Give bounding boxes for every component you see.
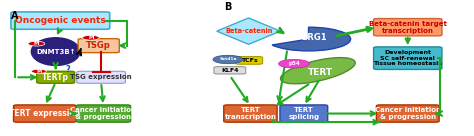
Text: TSG expression: TSG expression <box>70 74 132 80</box>
FancyBboxPatch shape <box>14 105 76 122</box>
Text: Beta-catenin target
transcription: Beta-catenin target transcription <box>369 21 447 34</box>
Circle shape <box>28 41 45 46</box>
Ellipse shape <box>31 38 80 65</box>
FancyBboxPatch shape <box>11 12 110 29</box>
Text: Cancer initiation
& progression: Cancer initiation & progression <box>375 107 441 120</box>
FancyBboxPatch shape <box>78 39 119 53</box>
Text: BRG1: BRG1 <box>301 33 327 42</box>
Text: M: M <box>88 35 93 40</box>
FancyBboxPatch shape <box>36 71 74 83</box>
Circle shape <box>31 69 46 73</box>
Text: Development
SC self-renewal
Tissue homeostasis: Development SC self-renewal Tissue homeo… <box>373 50 442 67</box>
Text: TERT
transcription: TERT transcription <box>225 107 276 120</box>
FancyBboxPatch shape <box>77 71 126 83</box>
Text: Oncogenic events: Oncogenic events <box>15 16 106 25</box>
Text: B: B <box>224 2 232 12</box>
FancyBboxPatch shape <box>280 105 328 122</box>
FancyBboxPatch shape <box>374 47 442 69</box>
FancyBboxPatch shape <box>76 105 130 122</box>
Text: p54: p54 <box>288 61 300 66</box>
Circle shape <box>213 55 243 64</box>
Text: KLF4: KLF4 <box>221 68 238 73</box>
Text: Setd1a: Setd1a <box>219 58 237 61</box>
FancyBboxPatch shape <box>376 105 439 122</box>
FancyBboxPatch shape <box>224 105 277 122</box>
Circle shape <box>82 35 99 40</box>
Text: TERTp: TERTp <box>42 73 69 82</box>
Wedge shape <box>272 27 351 51</box>
Circle shape <box>279 59 310 68</box>
Text: M: M <box>34 41 39 46</box>
Text: TERT: TERT <box>308 67 333 77</box>
Ellipse shape <box>281 58 355 84</box>
Text: Beta-catenin: Beta-catenin <box>225 28 272 34</box>
Text: DNMT3B↑: DNMT3B↑ <box>36 49 75 55</box>
Text: M: M <box>36 69 41 74</box>
Text: TCFs: TCFs <box>241 58 257 63</box>
Text: Cancer initiation
& progression: Cancer initiation & progression <box>71 107 137 120</box>
FancyBboxPatch shape <box>214 67 246 74</box>
Polygon shape <box>217 18 281 44</box>
FancyBboxPatch shape <box>236 57 263 64</box>
Text: TERT expression: TERT expression <box>9 109 81 118</box>
FancyBboxPatch shape <box>374 18 442 36</box>
Text: TERT
splicing: TERT splicing <box>288 107 319 120</box>
Text: TSGp: TSGp <box>86 41 111 50</box>
Text: ?: ? <box>65 65 70 74</box>
Text: A: A <box>11 11 18 21</box>
